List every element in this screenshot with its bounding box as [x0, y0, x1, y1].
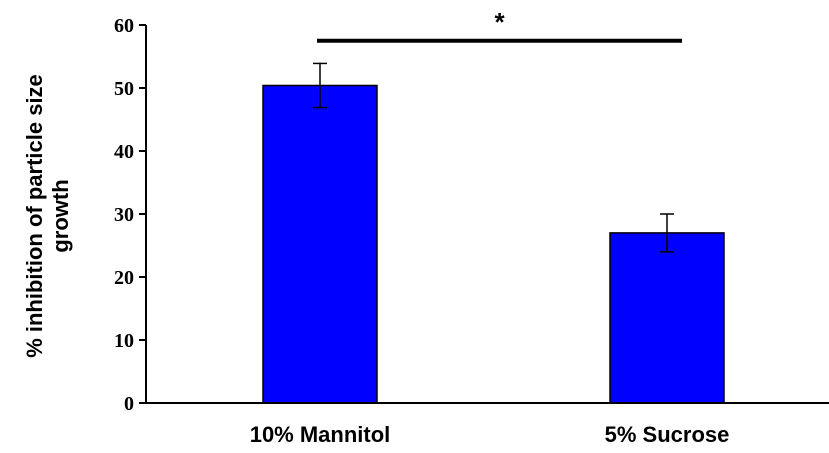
y-tick-label-60: 60: [114, 15, 134, 37]
y-tick-label-50: 50: [114, 78, 134, 100]
y-tick-label-20: 20: [114, 267, 134, 289]
x-category-label-0: 10% Mannitol: [250, 422, 391, 447]
y-axis-title: % inhibition of particle size growth: [22, 74, 73, 358]
y-tick-label-10: 10: [114, 330, 134, 352]
significance-star: *: [494, 7, 505, 37]
y-tick-label-0: 0: [124, 393, 134, 415]
bar-1: [609, 232, 725, 404]
y-tick-label-40: 40: [114, 141, 134, 163]
bar-0: [262, 84, 378, 404]
x-category-label-1: 5% Sucrose: [605, 422, 730, 447]
y-tick-label-30: 30: [114, 204, 134, 226]
y-axis-title-line-2: growth: [48, 179, 73, 252]
y-axis-title-line-1: % inhibition of particle size: [22, 74, 47, 358]
plot-area: 0 10 20 30 40 50 60 10% Mannitol 5% Sucrose *: [114, 7, 829, 447]
